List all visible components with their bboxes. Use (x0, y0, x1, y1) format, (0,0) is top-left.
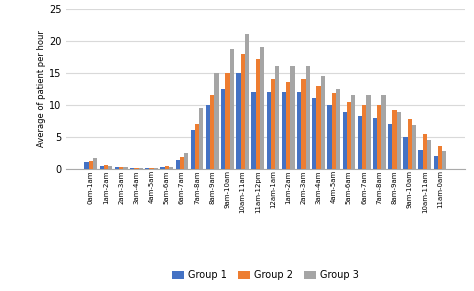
Bar (119, 168, 123, 169)
Bar (130, 168, 134, 169)
Bar (317, 86, 321, 169)
Bar (255, 59, 260, 169)
Bar (351, 95, 356, 169)
Bar (362, 105, 366, 169)
Bar (260, 47, 264, 169)
Bar (138, 168, 143, 169)
Bar (267, 92, 271, 169)
Bar (206, 105, 210, 169)
Bar (134, 168, 138, 169)
Bar (180, 157, 184, 169)
Bar (169, 168, 173, 169)
Bar (252, 92, 255, 169)
Bar (366, 95, 371, 169)
Bar (214, 73, 219, 169)
Bar (427, 140, 431, 169)
Bar (245, 34, 249, 169)
Bar (382, 95, 386, 169)
Bar (297, 92, 301, 169)
Bar (412, 125, 416, 169)
Bar (240, 54, 245, 169)
Bar (191, 130, 195, 169)
Bar (442, 151, 447, 169)
Bar (377, 105, 382, 169)
Bar (403, 137, 408, 169)
Bar (271, 79, 275, 169)
Bar (321, 76, 325, 169)
Bar (229, 49, 234, 169)
Bar (123, 168, 128, 169)
Bar (145, 168, 149, 169)
Legend: Group 1, Group 2, Group 3: Group 1, Group 2, Group 3 (168, 267, 363, 284)
Bar (347, 102, 351, 169)
Bar (312, 98, 317, 169)
Bar (423, 134, 427, 169)
Bar (164, 166, 169, 169)
Bar (199, 108, 203, 169)
Bar (236, 73, 240, 169)
Bar (89, 161, 93, 169)
Bar (282, 92, 286, 169)
Bar (221, 89, 225, 169)
Bar (104, 165, 108, 169)
Bar (408, 119, 412, 169)
Y-axis label: Average of patient per hour: Average of patient per hour (37, 30, 46, 147)
Bar (195, 124, 199, 169)
Bar (306, 66, 310, 169)
Bar (108, 166, 112, 169)
Bar (434, 156, 438, 169)
Bar (175, 160, 180, 169)
Bar (100, 166, 104, 169)
Bar (84, 162, 89, 169)
Bar (154, 168, 158, 169)
Bar (184, 153, 188, 169)
Bar (336, 89, 340, 169)
Bar (358, 116, 362, 169)
Bar (275, 66, 279, 169)
Bar (301, 79, 306, 169)
Bar (332, 93, 336, 169)
Bar (286, 82, 291, 169)
Bar (328, 105, 332, 169)
Bar (392, 110, 397, 169)
Bar (160, 168, 164, 169)
Bar (210, 95, 214, 169)
Bar (291, 66, 295, 169)
Bar (93, 158, 97, 169)
Bar (438, 146, 442, 169)
Bar (225, 73, 229, 169)
Bar (388, 124, 392, 169)
Bar (343, 112, 347, 169)
Bar (397, 112, 401, 169)
Bar (115, 168, 119, 169)
Bar (419, 150, 423, 169)
Bar (373, 118, 377, 169)
Bar (149, 168, 154, 169)
